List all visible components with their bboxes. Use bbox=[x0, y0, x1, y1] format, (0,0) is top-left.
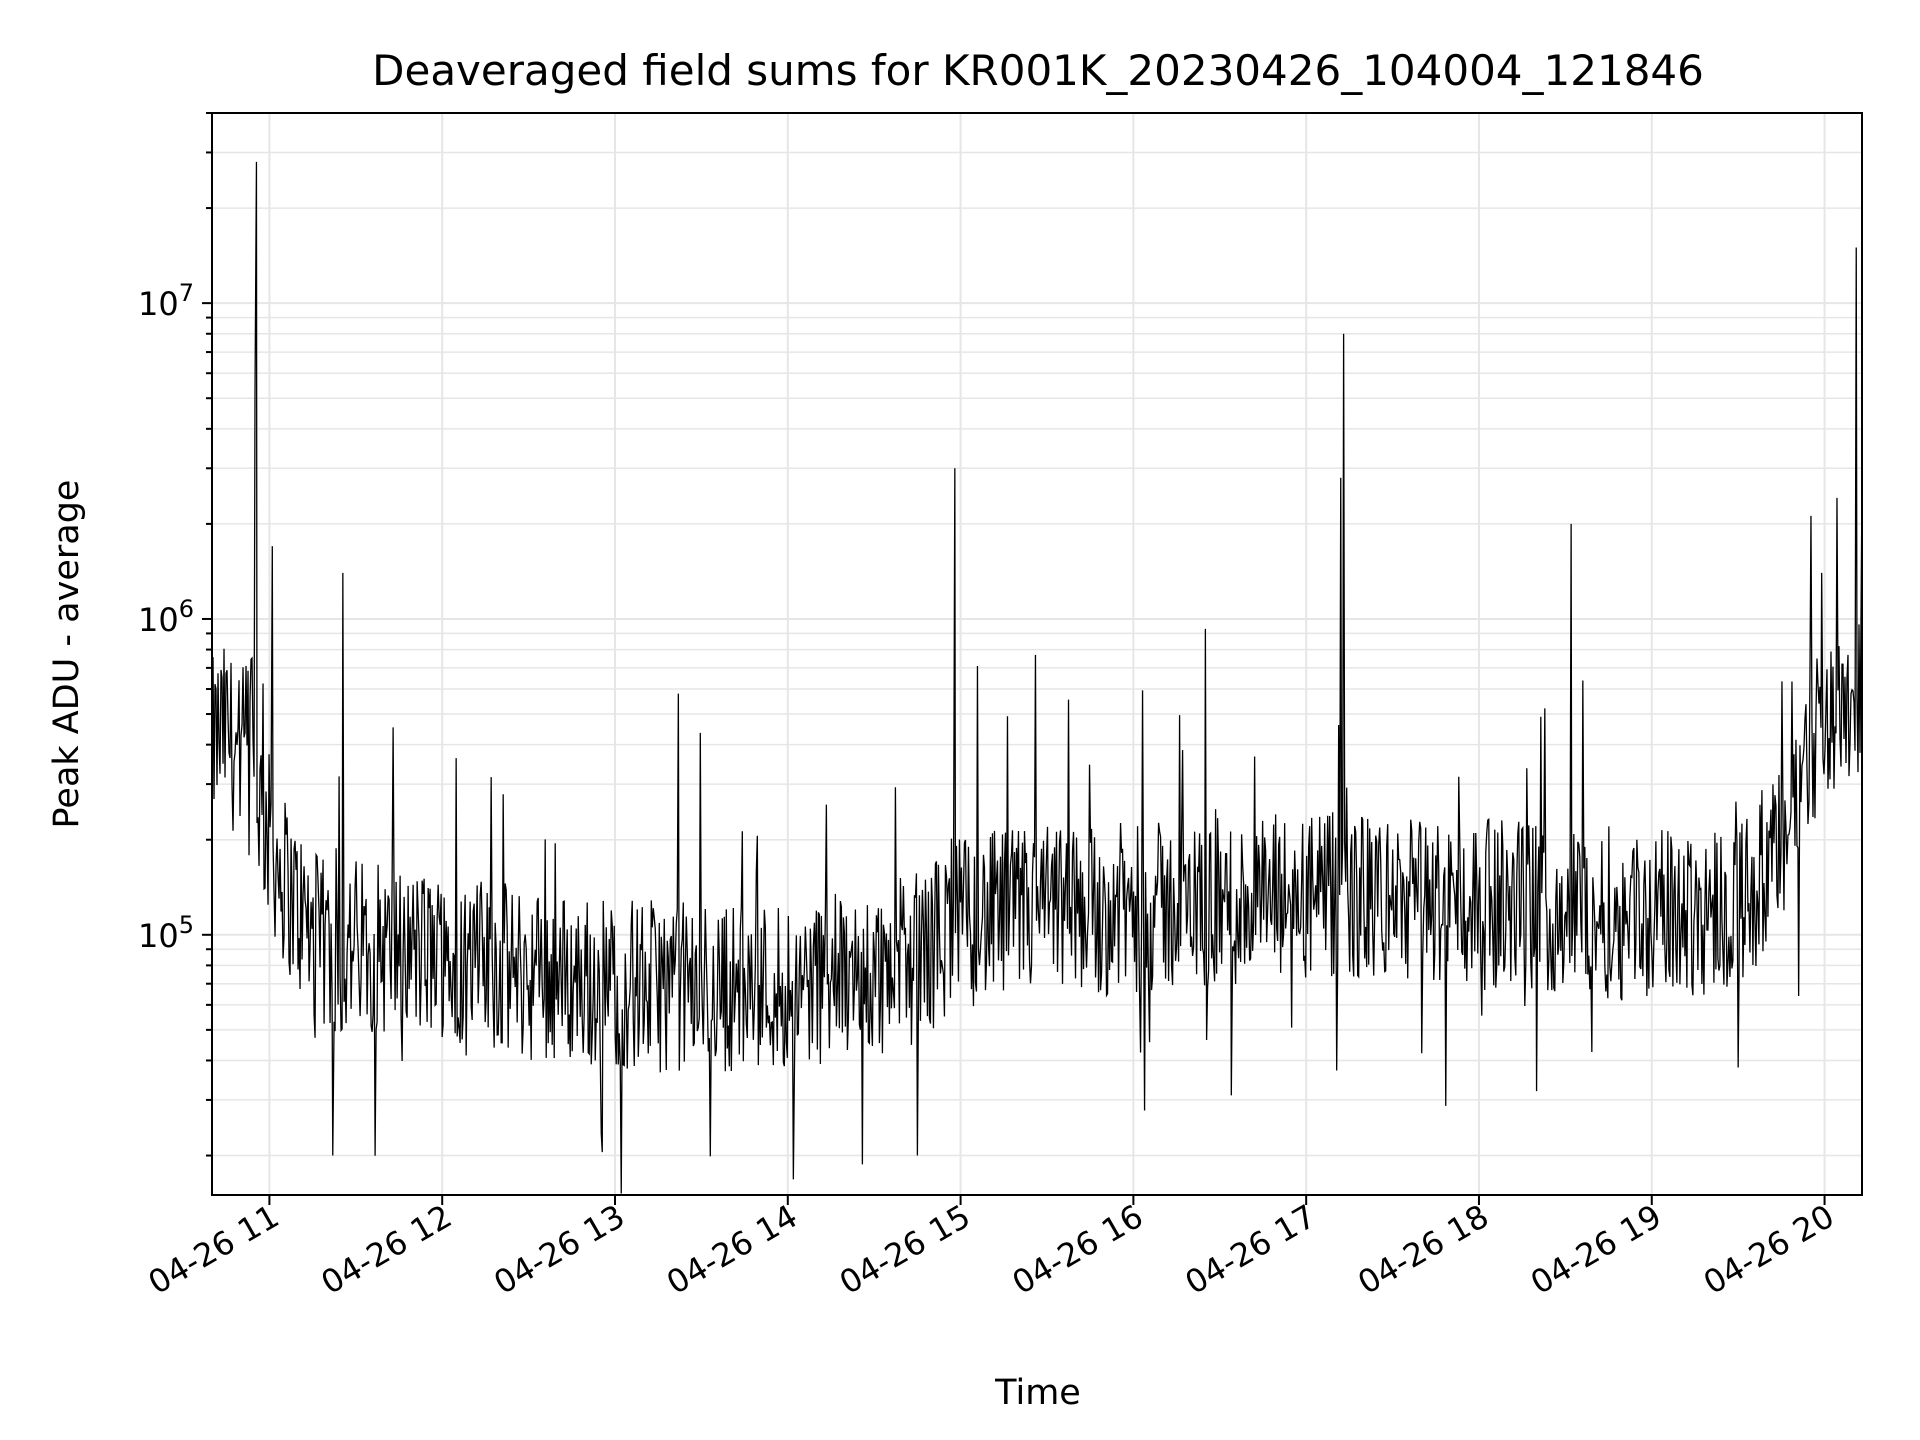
plot-frame bbox=[211, 112, 1863, 1196]
y-tick-label: 105 bbox=[138, 911, 194, 955]
y-tick-label: 106 bbox=[138, 595, 194, 639]
chart-title: Deaveraged field sums for KR001K_2023042… bbox=[372, 46, 1704, 95]
data-series-line bbox=[211, 161, 1863, 1194]
y-axis-ticks: 105 106 107 bbox=[138, 112, 212, 1157]
y-axis-label: Peak ADU - average bbox=[47, 480, 87, 829]
plot-series bbox=[211, 161, 1863, 1194]
y-tick-label: 107 bbox=[138, 279, 194, 323]
x-axis-label: Time bbox=[994, 1373, 1081, 1413]
